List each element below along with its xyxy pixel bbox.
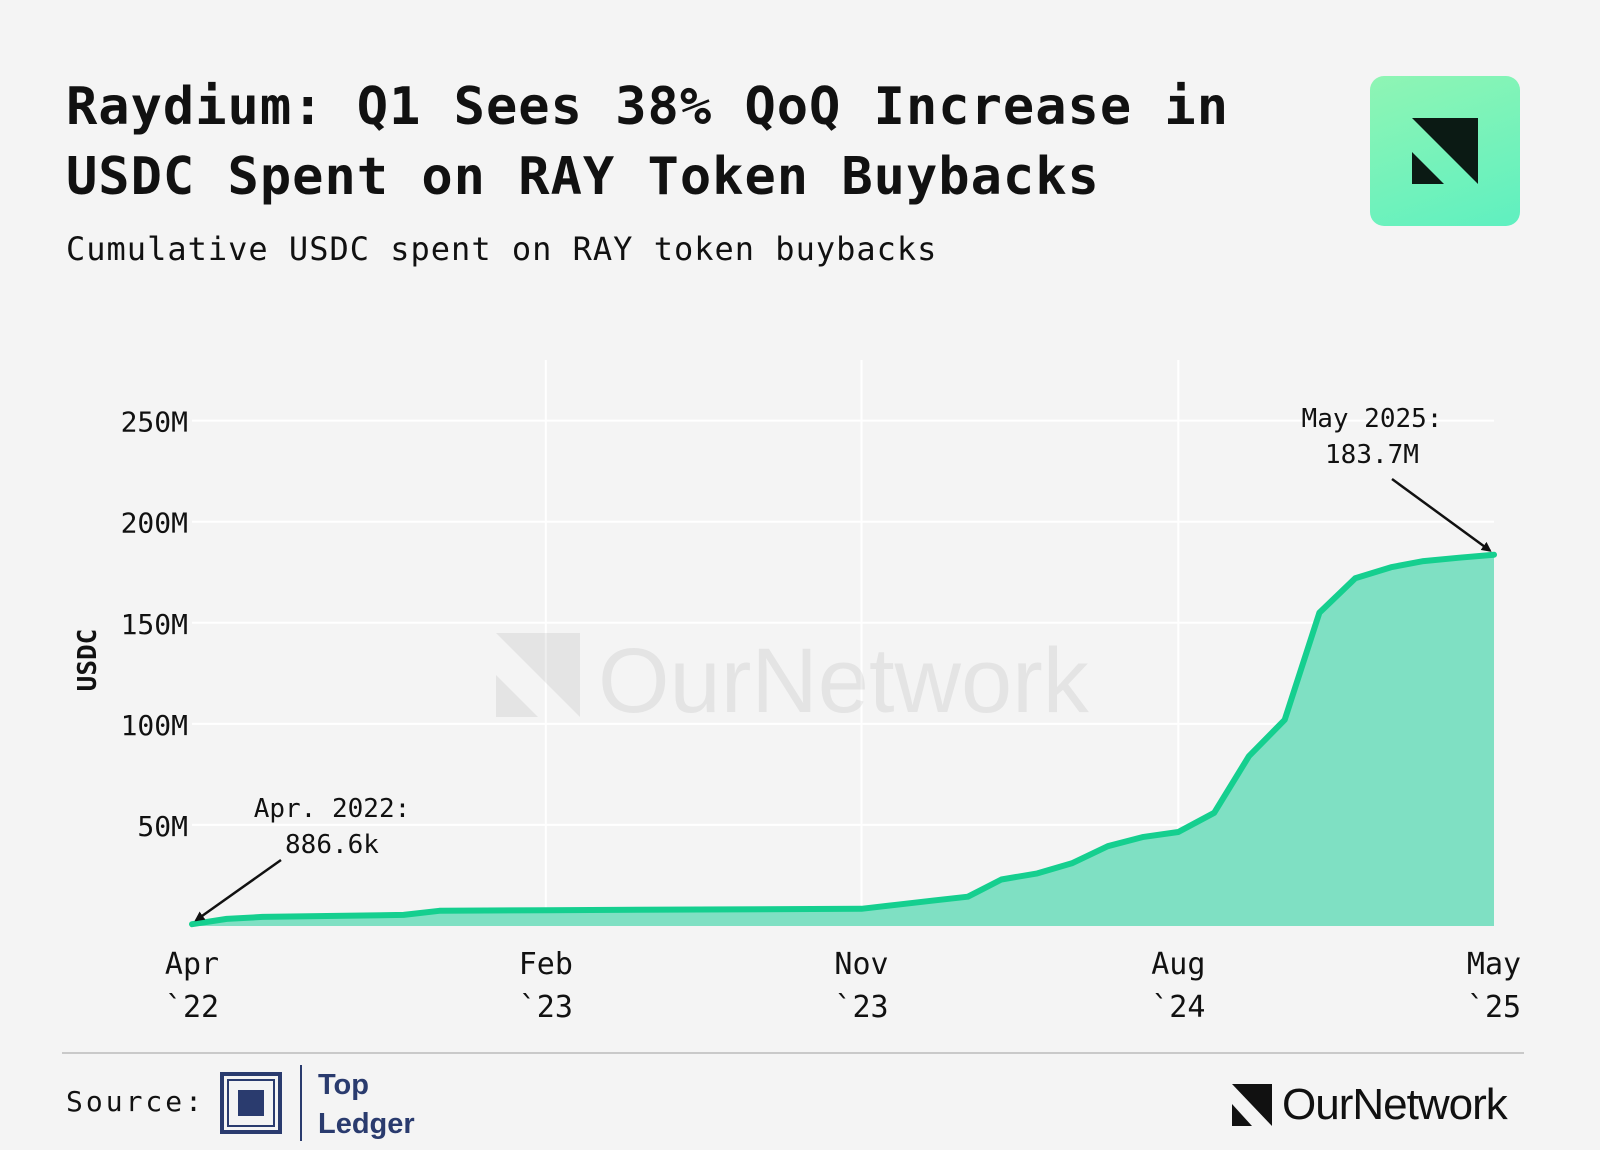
watermark-logo-icon	[496, 633, 580, 717]
chart-subtitle: Cumulative USDC spent on RAY token buyba…	[66, 230, 938, 268]
annotation-value: 886.6k	[285, 830, 379, 860]
annotation-arrow	[194, 858, 282, 922]
footer-divider	[62, 1052, 1524, 1054]
area-chart: OurNetwork 50M 100M 150M 200M 250M Apr `22 Feb…	[73, 360, 1521, 1025]
ournetwork-footer-logo-icon	[1232, 1084, 1272, 1126]
topledger-logo-icon	[220, 1072, 282, 1134]
annotation-arrow	[1391, 477, 1492, 552]
x-tick-label-year: `24	[1151, 990, 1205, 1025]
chart-title-line-1: Raydium: Q1 Sees 38% QoQ Increase in	[66, 77, 1230, 137]
annotation-label: Apr. 2022:	[254, 794, 411, 824]
annotation-value: 183.7M	[1325, 440, 1419, 470]
chart-title-line-2: USDC Spent on RAY Token Buybacks	[66, 147, 1100, 207]
x-tick-label: May	[1467, 947, 1521, 982]
ournetwork-badge	[1370, 76, 1520, 226]
source-label: Source:	[66, 1085, 206, 1118]
area-layer	[189, 551, 1497, 928]
y-tick-label: 150M	[121, 608, 188, 641]
source-name-line-1: Top	[318, 1069, 369, 1101]
x-axis-ticks: Apr `22 Feb `23 Nov `23 Aug `24 May `25	[165, 947, 1521, 1025]
y-axis-label: USDC	[73, 629, 103, 692]
y-tick-label: 200M	[121, 507, 188, 540]
source-name-line-2: Ledger	[318, 1108, 415, 1140]
ournetwork-logo-icon	[1412, 118, 1478, 184]
x-tick-label-year: `25	[1467, 990, 1521, 1025]
y-tick-label: 250M	[121, 406, 188, 439]
x-tick-label-year: `23	[834, 990, 888, 1025]
watermark-logo-icon-part	[496, 675, 538, 717]
series-area	[192, 554, 1494, 926]
footer-brand: OurNetwork	[1282, 1080, 1508, 1129]
x-tick-label: Apr	[165, 947, 219, 982]
x-tick-label-year: `22	[165, 990, 219, 1025]
x-tick-label: Feb	[519, 947, 573, 982]
watermark: OurNetwork	[496, 630, 1090, 732]
annotations: Apr. 2022: 886.6k May 2025: 183.7M	[194, 404, 1492, 922]
watermark-text: OurNetwork	[598, 630, 1090, 732]
x-tick-label: Aug	[1151, 947, 1205, 982]
chart-title: Raydium: Q1 Sees 38% QoQ Increase in USD…	[66, 72, 1326, 212]
annotation-label: May 2025:	[1302, 404, 1443, 434]
x-tick-label-year: `23	[519, 990, 573, 1025]
x-tick-label: Nov	[834, 947, 888, 982]
y-tick-label: 50M	[137, 810, 188, 843]
y-axis-ticks: 50M 100M 150M 200M 250M	[121, 406, 188, 843]
source-name: Top Ledger	[318, 1066, 415, 1144]
source-divider	[300, 1065, 302, 1141]
y-tick-label: 100M	[121, 709, 188, 742]
